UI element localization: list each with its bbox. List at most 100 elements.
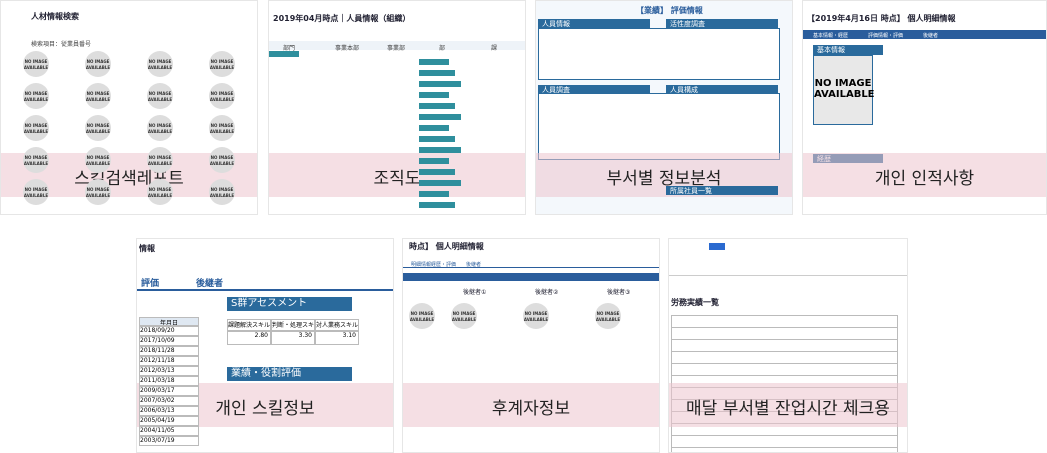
band [669, 383, 907, 427]
date-header: 年月日 [139, 317, 199, 326]
no-image: NO IMAGE AVAILABLE [209, 115, 235, 141]
date: 2012/11/18 [139, 356, 199, 366]
node [419, 103, 455, 109]
no-image: NO IMAGE AVAILABLE [147, 179, 173, 205]
heading: 2019年04月時点｜人員情報（組織） [273, 14, 411, 23]
node [419, 114, 461, 120]
tile[interactable]: 時点】 個人明細情報 후계자정보 明細情報経歴・評価 後継者後継者① NO IMAG… [402, 238, 660, 453]
node [419, 180, 461, 186]
section: 基本情報 [813, 45, 883, 55]
band [403, 383, 659, 427]
date: 2018/11/28 [139, 346, 199, 356]
date: 2017/10/09 [139, 336, 199, 346]
tab-row [137, 274, 393, 291]
no-image: NO IMAGE AVAILABLE [595, 303, 621, 329]
tab: 明細情報経歴・評価 [411, 262, 457, 268]
tile[interactable]: 労務実績一覧 매달 부서별 잔업시간 체크용 [668, 238, 908, 453]
date: 2009/03/17 [139, 386, 199, 396]
tile[interactable]: 【業績】 評価情報 부서별 정보분석 人員情報 活性度調査 人員調査 人員構成 所属社員… [535, 0, 793, 215]
no-image: NO IMAGE AVAILABLE [147, 147, 173, 173]
successor: 後継者③ [607, 289, 631, 296]
caption: 부서별 정보분석 [606, 169, 722, 189]
no-image: NO IMAGE AVAILABLE [409, 303, 435, 329]
caption: 매달 부서별 잔업시간 체크용 [686, 399, 890, 419]
score: 3.30 [271, 331, 315, 345]
tab: 後継者 [196, 279, 224, 289]
skill: 対人業務スキル [315, 319, 359, 331]
node [419, 169, 455, 175]
panel [538, 28, 780, 80]
no-image: NO IMAGE AVAILABLE [147, 83, 173, 109]
no-image: NO IMAGE AVAILABLE [209, 147, 235, 173]
no-image: NO IMAGE AVAILABLE [85, 115, 111, 141]
tab: 基本情報・経歴 [813, 33, 849, 39]
header-row [269, 41, 525, 50]
divider [669, 275, 907, 276]
date: 2004/11/05 [139, 426, 199, 436]
node [419, 136, 455, 142]
node [419, 70, 455, 76]
column: 事業本部 [335, 45, 360, 52]
successor: 後継者② [535, 289, 559, 296]
no-image: NO IMAGE AVAILABLE [813, 55, 875, 125]
no-image: NO IMAGE AVAILABLE [147, 51, 173, 77]
no-image: NO IMAGE AVAILABLE [85, 83, 111, 109]
score: 2.80 [227, 331, 271, 345]
no-image: NO IMAGE AVAILABLE [451, 303, 477, 329]
column: 課 [491, 45, 498, 52]
tab: 後継者 [466, 262, 482, 268]
tile[interactable]: 2019年04月時点｜人員情報（組織） 조직도 部門 事業本部 事業部 部 課 [268, 0, 526, 215]
no-image: NO IMAGE AVAILABLE [23, 179, 49, 205]
node [419, 147, 461, 153]
no-image: NO IMAGE AVAILABLE [85, 147, 111, 173]
no-image: NO IMAGE AVAILABLE [147, 115, 173, 141]
heading: 【業績】 評価情報 [636, 6, 703, 15]
tile[interactable]: 【2019年4月16日 時点】 個人明細情報 基本情報 NO IMAGE AVA… [802, 0, 1047, 215]
no-image: NO IMAGE AVAILABLE [523, 303, 549, 329]
date: 2005/04/19 [139, 416, 199, 426]
heading: 【2019年4月16日 時点】 個人明細情報 [807, 14, 956, 23]
button[interactable] [709, 243, 725, 250]
date: 2018/09/20 [139, 326, 199, 336]
node [419, 81, 461, 87]
column: 事業部 [387, 45, 406, 52]
no-image: NO IMAGE AVAILABLE [209, 179, 235, 205]
no-image: NO IMAGE AVAILABLE [85, 51, 111, 77]
tile[interactable]: 情報 S群アセスメント 業績・役割評価 개인 스킬정보 評価 後継者 課題解決スキル… [136, 238, 394, 453]
heading: 人材情報検索 [31, 12, 79, 21]
panel-title: 人員調査 [538, 85, 650, 94]
no-image: NO IMAGE AVAILABLE [209, 83, 235, 109]
caption: 개인 스킬정보 [215, 399, 315, 419]
no-image: NO IMAGE AVAILABLE [209, 51, 235, 77]
heading: 情報 [139, 244, 155, 253]
node [419, 92, 449, 98]
perf: 業績・役割評価 [227, 367, 352, 381]
caption: 후계자정보 [491, 399, 571, 419]
tab-bar [803, 30, 1046, 39]
no-image: NO IMAGE AVAILABLE [23, 51, 49, 77]
heading: 労務実績一覧 [671, 298, 719, 307]
no-image: NO IMAGE AVAILABLE [23, 115, 49, 141]
panel-title: 所属社員一覧 [666, 186, 778, 195]
tile[interactable]: 人材情報検索 検索項目：従業員番号 스킬검색레포트 NO IMAGE AVAIL… [0, 0, 258, 215]
heading: 時点】 個人明細情報 [409, 242, 484, 251]
date: 2006/03/13 [139, 406, 199, 416]
section-bar [403, 273, 659, 281]
no-image: NO IMAGE AVAILABLE [85, 179, 111, 205]
tab: 評価情報・評価 [868, 33, 904, 39]
score: 3.10 [315, 331, 359, 345]
node [419, 158, 449, 164]
sub: 検索項目：従業員番号 [31, 41, 92, 48]
assessment: S群アセスメント [227, 297, 352, 311]
column: 部門 [283, 45, 296, 52]
tab: 後継者 [923, 33, 939, 39]
node [419, 191, 449, 197]
date: 2007/03/02 [139, 396, 199, 406]
panel [538, 93, 780, 160]
band [269, 153, 525, 197]
successor: 後継者① [463, 289, 487, 296]
node [419, 202, 455, 208]
tab: 評価 [141, 279, 160, 289]
no-image: NO IMAGE AVAILABLE [23, 147, 49, 173]
